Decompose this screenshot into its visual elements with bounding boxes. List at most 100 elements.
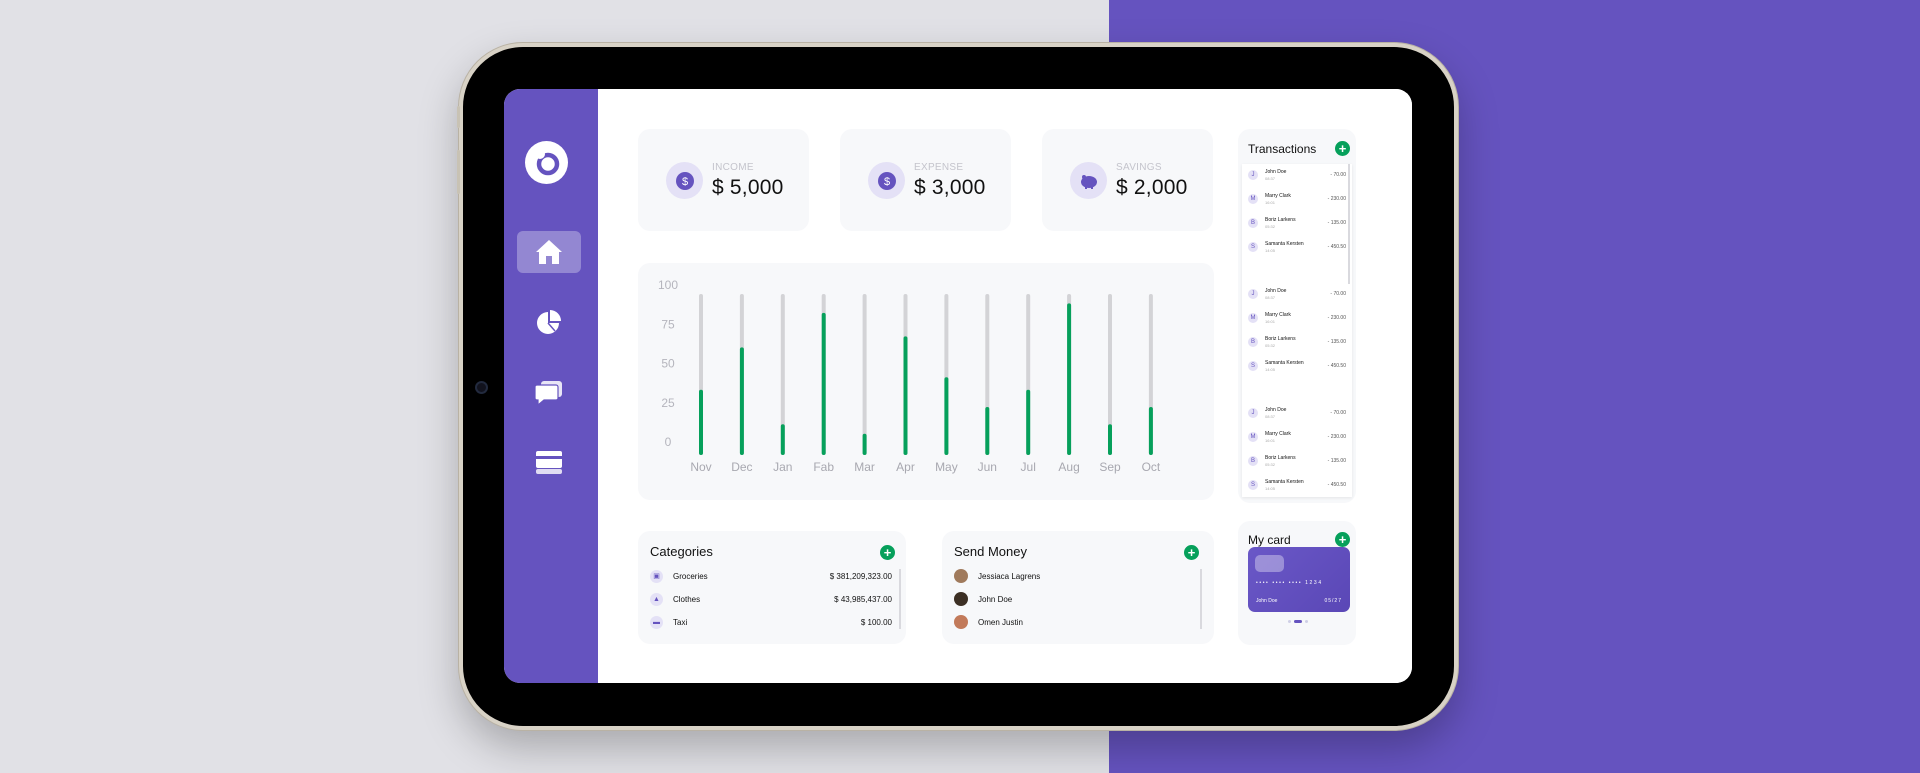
avatar: M bbox=[1248, 194, 1258, 204]
list-item[interactable]: ▣ Groceries $ 381,209,323.00 bbox=[650, 566, 892, 586]
avatar bbox=[954, 592, 968, 606]
category-amount: $ 381,209,323.00 bbox=[829, 571, 892, 581]
transaction-amount: - 450.50 bbox=[1327, 363, 1346, 369]
carousel-dots[interactable] bbox=[1288, 620, 1308, 623]
avatar: M bbox=[1248, 432, 1258, 442]
avatar: J bbox=[1248, 408, 1258, 418]
transaction-row[interactable]: M Marry Clark 16:01 - 230.00 bbox=[1242, 308, 1346, 328]
avatar bbox=[954, 569, 968, 583]
transaction-info: Samanta Kersten 14:05 bbox=[1265, 479, 1304, 491]
add-category-button[interactable]: + bbox=[880, 545, 895, 560]
savings-card[interactable]: SAVINGS $ 2,000 bbox=[1042, 129, 1213, 231]
add-card-button[interactable]: + bbox=[1335, 532, 1350, 547]
list-item[interactable]: John Doe bbox=[954, 589, 1200, 609]
transaction-info: Samanta Kersten 14:05 bbox=[1265, 360, 1304, 372]
transactions-title: Transactions bbox=[1248, 142, 1317, 156]
my-card-panel: My card + •••• •••• •••• 1234 John Doe 0… bbox=[1238, 521, 1356, 645]
carousel-dot[interactable] bbox=[1305, 620, 1308, 623]
app-logo-icon bbox=[525, 141, 568, 184]
category-label: Taxi bbox=[673, 617, 688, 627]
expense-card[interactable]: $ EXPENSE $ 3,000 bbox=[840, 129, 1011, 231]
sidebar-item-messages[interactable] bbox=[517, 371, 581, 413]
stat-label: INCOME bbox=[712, 162, 754, 173]
add-transaction-button[interactable]: + bbox=[1335, 141, 1350, 156]
transaction-row[interactable]: B Boriz Larkens 05:32 - 135.00 bbox=[1242, 451, 1346, 471]
basket-icon: ▣ bbox=[650, 569, 663, 583]
transaction-row[interactable]: J John Doe 08:37 - 70.00 bbox=[1242, 403, 1346, 423]
transaction-time: 05:32 bbox=[1265, 343, 1276, 348]
stat-value: $ 3,000 bbox=[914, 176, 986, 199]
svg-text:$: $ bbox=[681, 176, 687, 188]
scrollbar[interactable] bbox=[899, 569, 901, 629]
list-item[interactable]: ▲ Clothes $ 43,985,437.00 bbox=[650, 589, 892, 609]
x-tick-label: Mar bbox=[854, 460, 875, 474]
transaction-name: Boriz Larkens bbox=[1265, 336, 1296, 342]
list-item[interactable]: ▬ Taxi $ 100.00 bbox=[650, 612, 892, 632]
contact-name: Jessiaca Lagrens bbox=[978, 571, 1041, 581]
transaction-name: John Doe bbox=[1265, 169, 1287, 175]
stat-label: EXPENSE bbox=[914, 162, 964, 173]
transactions-list[interactable]: J John Doe 08:37- 70.00 M Marry Clark 16:01- … bbox=[1242, 164, 1352, 497]
sidebar bbox=[504, 89, 598, 683]
scrollbar[interactable] bbox=[1348, 164, 1350, 284]
transaction-time: 05:32 bbox=[1265, 462, 1276, 467]
transaction-info: John Doe 08:37 bbox=[1265, 407, 1286, 419]
transaction-amount: - 135.00 bbox=[1327, 458, 1346, 464]
transaction-row[interactable]: J John Doe 08:37 - 70.00 bbox=[1242, 284, 1346, 304]
transaction-row[interactable]: B Boriz Larkens 05:32 - 135.00 bbox=[1242, 332, 1346, 352]
stat-label: SAVINGS bbox=[1116, 162, 1162, 173]
income-card[interactable]: $ INCOME $ 5,000 bbox=[638, 129, 809, 231]
transaction-row[interactable]: S Samanta Kersten 14:05 - 450.50 bbox=[1242, 475, 1346, 495]
transaction-time: 08:37 bbox=[1265, 414, 1276, 419]
transaction-time: 16:01 bbox=[1265, 438, 1276, 443]
avatar: S bbox=[1248, 480, 1258, 490]
avatar: M bbox=[1248, 313, 1258, 323]
transaction-amount: - 450.50 bbox=[1327, 244, 1346, 250]
transaction-time: 16:01 bbox=[1265, 200, 1276, 205]
x-tick-label: Sep bbox=[1099, 460, 1121, 474]
avatar: J bbox=[1248, 289, 1258, 299]
category-label: Groceries bbox=[673, 571, 708, 581]
transaction-row[interactable]: M Marry Clark 16:01 - 230.00 bbox=[1242, 427, 1346, 447]
avatar bbox=[954, 615, 968, 629]
transaction-amount: - 70.00 bbox=[1330, 291, 1346, 297]
transaction-row[interactable]: M Marry Clark 16:01 - 230.00 bbox=[1242, 189, 1346, 209]
transaction-time: 14:05 bbox=[1265, 367, 1276, 372]
sidebar-item-home[interactable] bbox=[517, 231, 581, 273]
avatar: J bbox=[1248, 170, 1258, 180]
transaction-row[interactable]: S Samanta Kersten 14:05 - 450.50 bbox=[1242, 356, 1346, 376]
transaction-row[interactable]: S Samanta Kersten 14:05 - 450.50 bbox=[1242, 237, 1346, 257]
transaction-info: Boriz Larkens 05:32 bbox=[1265, 217, 1296, 229]
x-tick-label: Dec bbox=[731, 460, 752, 474]
add-recipient-button[interactable]: + bbox=[1184, 545, 1199, 560]
transaction-info: Boriz Larkens 05:32 bbox=[1265, 336, 1296, 348]
sidebar-item-analytics[interactable] bbox=[517, 301, 581, 343]
sidebar-item-cards[interactable] bbox=[517, 441, 581, 483]
transaction-time: 05:32 bbox=[1265, 224, 1276, 229]
home-icon bbox=[536, 240, 562, 264]
x-tick-label: Jun bbox=[978, 460, 997, 474]
app-screen: $ INCOME $ 5,000 $ EXPENSE $ 3,000 SAVIN… bbox=[504, 89, 1412, 683]
transaction-row[interactable]: J John Doe 08:37 - 70.00 bbox=[1242, 165, 1346, 185]
transaction-info: Boriz Larkens 05:32 bbox=[1265, 455, 1296, 467]
scrollbar[interactable] bbox=[1200, 569, 1202, 629]
card-chip bbox=[1255, 555, 1284, 572]
card-holder: John Doe bbox=[1256, 598, 1278, 604]
payment-card[interactable]: •••• •••• •••• 1234 John Doe 05/27 bbox=[1248, 547, 1350, 612]
carousel-dot[interactable] bbox=[1288, 620, 1291, 623]
transaction-time: 08:37 bbox=[1265, 176, 1276, 181]
y-tick-label: 100 bbox=[658, 278, 678, 292]
volume-button bbox=[457, 150, 460, 194]
transaction-info: John Doe 08:37 bbox=[1265, 169, 1286, 181]
list-item[interactable]: Omen Justin bbox=[954, 612, 1200, 632]
pie-chart-icon bbox=[537, 310, 561, 334]
transaction-row[interactable]: B Boriz Larkens 05:32 - 135.00 bbox=[1242, 213, 1346, 233]
category-amount: $ 43,985,437.00 bbox=[834, 594, 892, 604]
contact-name: Omen Justin bbox=[978, 617, 1023, 627]
x-tick-label: Apr bbox=[896, 460, 915, 474]
x-tick-label: Nov bbox=[690, 460, 711, 474]
card-expiry: 05/27 bbox=[1324, 598, 1342, 604]
y-tick-label: 0 bbox=[665, 435, 672, 449]
list-item[interactable]: Jessiaca Lagrens bbox=[954, 566, 1200, 586]
carousel-dot[interactable] bbox=[1294, 620, 1302, 623]
